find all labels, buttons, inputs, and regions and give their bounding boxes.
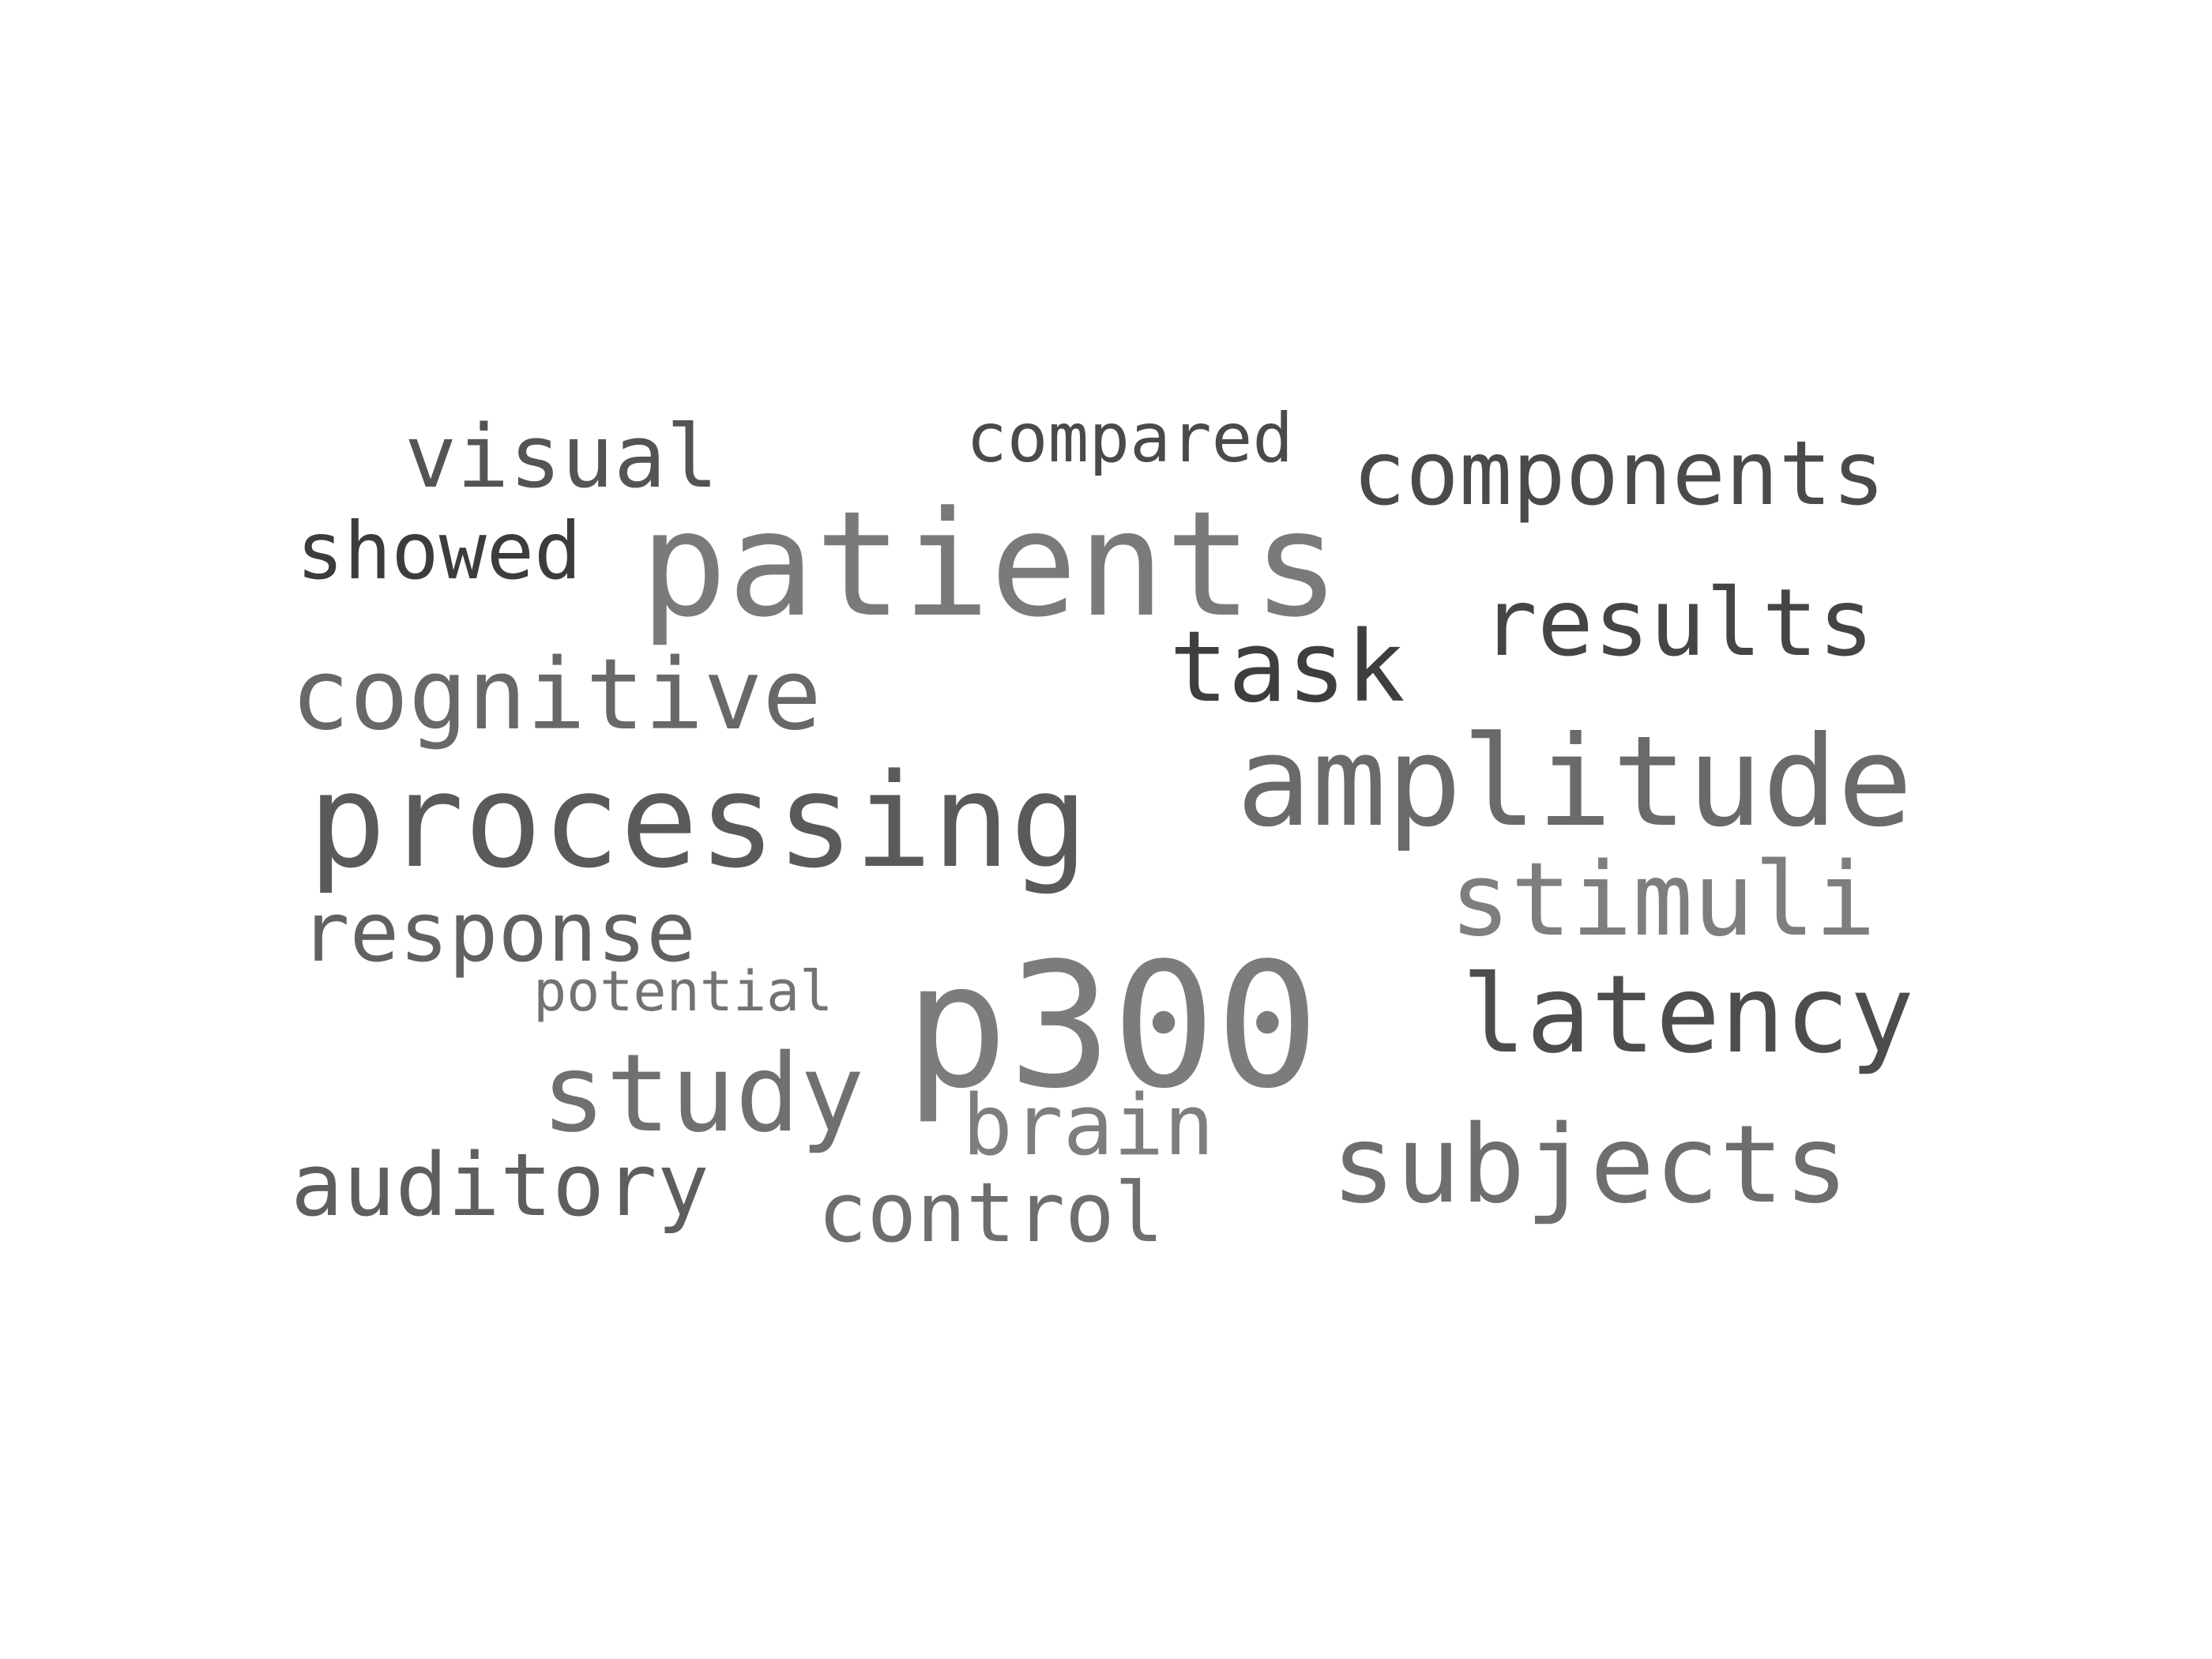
word-patients: patients (640, 480, 1341, 649)
word-components: components (1352, 423, 1886, 525)
word-visual: visual (404, 406, 719, 507)
word-latency: latency (1462, 953, 1915, 1078)
word-task: task (1169, 611, 1405, 724)
word-subjects: subjects (1331, 1103, 1849, 1228)
word-amplitude: amplitude (1236, 709, 1913, 855)
word-processing: processing (308, 746, 1089, 897)
word-auditory: auditory (291, 1134, 709, 1236)
word-p300: p300 (905, 927, 1319, 1127)
word-study: study (541, 1032, 865, 1157)
word-brain: brain (962, 1077, 1215, 1174)
word-results: results (1481, 568, 1875, 677)
word-control: control (818, 1164, 1164, 1261)
word-response: response (300, 884, 696, 980)
word-cognitive: cognitive (291, 638, 822, 752)
word-compared: compared (966, 399, 1294, 478)
word-showed: showed (296, 505, 582, 597)
word-stimuli: stimuli (1450, 841, 1876, 959)
word-potential: potential (533, 959, 833, 1024)
